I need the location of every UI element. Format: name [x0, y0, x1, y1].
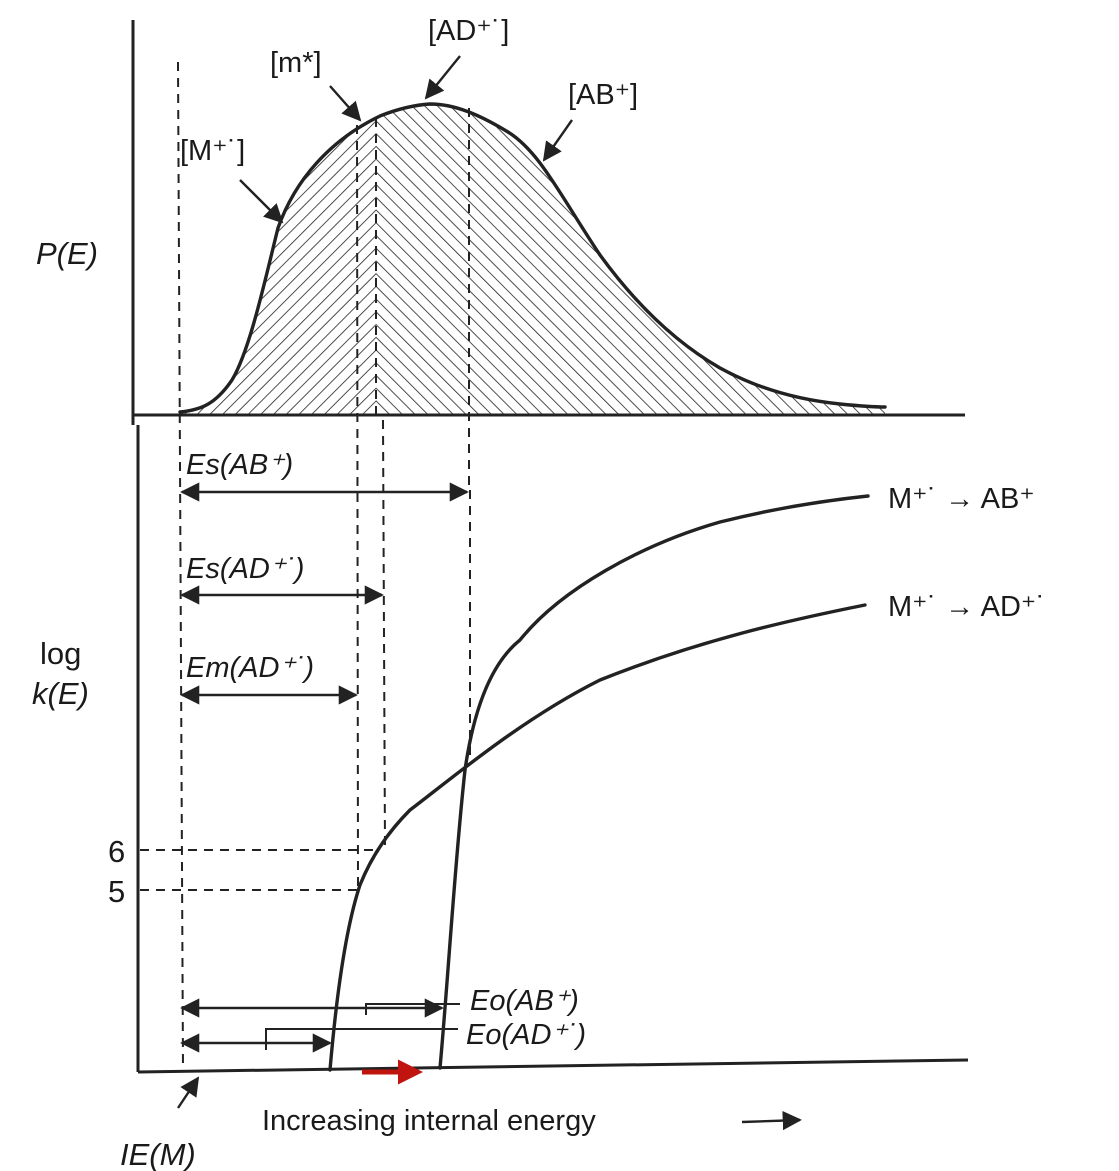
eo-ad-leader — [265, 1028, 458, 1050]
k-e-label: k(E) — [32, 676, 89, 711]
curve-ad-label: M⁺˙ → AD⁺˙ — [888, 591, 1046, 623]
eo-ab-leader — [365, 1003, 460, 1015]
m-ion-label: [M⁺˙] — [180, 135, 245, 167]
bottom-x-axis — [137, 1058, 969, 1074]
x-axis-arrow — [741, 1111, 802, 1131]
ad-pointer — [424, 55, 461, 100]
x-axis-label: Increasing internal energy — [262, 1105, 596, 1137]
eo-ad-label: Eo(AD⁺˙) — [466, 1019, 586, 1051]
rate-curves — [328, 494, 870, 1072]
energy-arrows — [180, 482, 469, 1053]
curve-m-to-ad — [328, 603, 867, 1072]
m-star-label: [m*] — [270, 47, 322, 79]
ab-pointer — [542, 119, 573, 162]
ab-ion-label: [AB⁺] — [568, 79, 638, 111]
p-e-label: P(E) — [36, 236, 98, 271]
tick-6-label: 6 — [108, 834, 125, 869]
internal-energy-distribution — [178, 102, 887, 415]
peak-pointers — [177, 55, 573, 1109]
ad-ion-label: [AD⁺˙] — [428, 15, 509, 47]
es-ab-label: Es(AB⁺) — [186, 449, 293, 481]
ie-guide-line — [177, 61, 184, 1069]
log-label: log — [40, 636, 81, 671]
curve-m-to-ab — [438, 494, 870, 1070]
tick-5-label: 5 — [108, 874, 125, 909]
eo-ab-label: Eo(AB⁺) — [470, 985, 579, 1017]
ie-pointer — [177, 1076, 200, 1109]
ie-m-label: IE(M) — [120, 1137, 196, 1171]
curve-ab-label: M⁺˙ → AB⁺ — [888, 483, 1035, 515]
ad-guide-line-bottom — [382, 419, 386, 851]
m-pointer — [239, 179, 284, 224]
m-star-pointer — [329, 85, 362, 122]
hatched-region-right — [376, 104, 885, 415]
distribution-curve — [178, 102, 887, 414]
hatched-region-left — [180, 118, 376, 415]
es-ad-label: Es(AD⁺˙) — [186, 553, 304, 585]
labels: P(E) [M⁺˙] [m*] [AD⁺˙] [AB⁺] Es(AB⁺) Es(… — [32, 15, 1046, 1171]
m-star-guide-line — [356, 124, 359, 891]
em-ad-label: Em(AD⁺˙) — [186, 652, 314, 684]
